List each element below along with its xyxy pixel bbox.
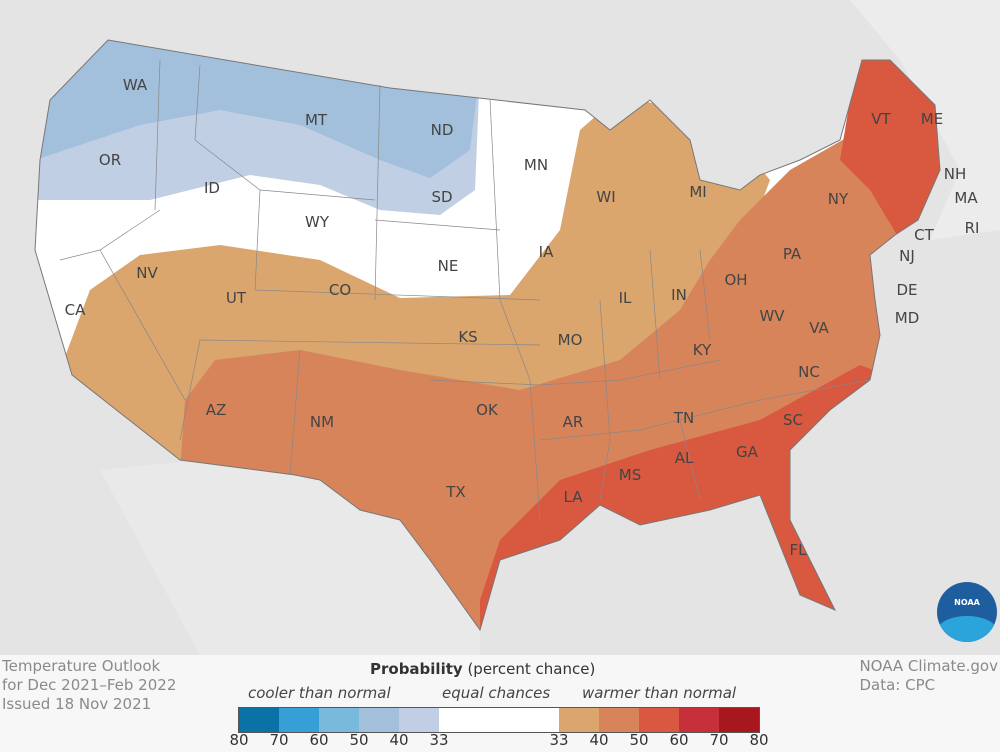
legend-tick: 80 bbox=[229, 731, 249, 749]
state-label: DE bbox=[896, 281, 918, 299]
outlook-map bbox=[0, 0, 1000, 655]
legend-tick: 70 bbox=[269, 731, 289, 749]
state-label: SC bbox=[783, 411, 803, 429]
legend-tick: 60 bbox=[669, 731, 689, 749]
legend-tick: 40 bbox=[589, 731, 609, 749]
state-label: OH bbox=[724, 271, 748, 289]
state-label: SD bbox=[431, 188, 453, 206]
state-label: NY bbox=[827, 190, 849, 208]
state-label: NJ bbox=[899, 247, 915, 265]
legend-tick: 60 bbox=[309, 731, 329, 749]
state-label: LA bbox=[563, 488, 583, 506]
state-label: MO bbox=[557, 331, 583, 349]
legend-swatch bbox=[279, 708, 319, 732]
legend-swatch bbox=[239, 708, 279, 732]
state-label: MS bbox=[618, 466, 642, 484]
state-label: IA bbox=[538, 243, 554, 261]
state-label: NH bbox=[943, 165, 967, 183]
state-label: AZ bbox=[205, 401, 227, 419]
legend-swatch bbox=[319, 708, 359, 732]
state-label: KS bbox=[458, 328, 478, 346]
state-label: CT bbox=[914, 226, 934, 244]
state-label: AR bbox=[562, 413, 584, 431]
legend-color-bar bbox=[238, 707, 760, 733]
state-label: UT bbox=[225, 289, 247, 307]
state-label: NE bbox=[437, 257, 459, 275]
state-label: FL bbox=[789, 541, 807, 559]
legend-tick: 80 bbox=[749, 731, 769, 749]
legend-tick: 50 bbox=[349, 731, 369, 749]
state-label: PA bbox=[782, 245, 802, 263]
state-label: MA bbox=[954, 189, 978, 207]
state-label: CO bbox=[328, 281, 352, 299]
state-label: ME bbox=[920, 110, 944, 128]
legend-swatch bbox=[399, 708, 439, 732]
legend-swatch bbox=[559, 708, 599, 732]
legend-tick: 70 bbox=[709, 731, 729, 749]
state-label: WA bbox=[122, 76, 148, 94]
state-label: KY bbox=[692, 341, 712, 359]
state-label: WV bbox=[759, 307, 785, 325]
legend-title: Probability (percent chance) bbox=[370, 660, 596, 678]
legend-warmer-label: warmer than normal bbox=[582, 684, 737, 702]
state-label: ND bbox=[430, 121, 454, 139]
legend-tick: 40 bbox=[389, 731, 409, 749]
state-label: AL bbox=[674, 449, 694, 467]
state-label: OK bbox=[476, 401, 498, 419]
state-label: MI bbox=[689, 183, 707, 201]
state-label: NC bbox=[798, 363, 820, 381]
legend-cooler-label: cooler than normal bbox=[248, 684, 391, 702]
legend-swatch bbox=[359, 708, 399, 732]
state-label: IL bbox=[618, 289, 632, 307]
noaa-logo: NOAA bbox=[937, 582, 997, 642]
credits: NOAA Climate.gov Data: CPC bbox=[859, 657, 998, 694]
state-label: ID bbox=[204, 179, 220, 197]
state-label: RI bbox=[964, 219, 980, 237]
legend-swatch bbox=[719, 708, 759, 732]
state-label: VT bbox=[871, 110, 891, 128]
map-title: Temperature Outlook for Dec 2021–Feb 202… bbox=[2, 657, 177, 713]
state-borders bbox=[59, 59, 871, 521]
legend-equal-label: equal chances bbox=[442, 684, 551, 702]
state-label: MD bbox=[894, 309, 920, 327]
legend-swatch bbox=[439, 708, 559, 732]
state-label: MT bbox=[304, 111, 328, 129]
state-label: CA bbox=[64, 301, 86, 319]
state-label: OR bbox=[98, 151, 122, 169]
state-label: WY bbox=[305, 213, 329, 231]
legend-tick: 50 bbox=[629, 731, 649, 749]
state-label: VA bbox=[809, 319, 829, 337]
state-label: GA bbox=[736, 443, 758, 461]
state-label: TN bbox=[673, 409, 695, 427]
state-label: NV bbox=[136, 264, 158, 282]
state-label: TX bbox=[446, 483, 466, 501]
legend-tick: 33 bbox=[429, 731, 449, 749]
state-label: NM bbox=[309, 413, 335, 431]
legend-swatch bbox=[679, 708, 719, 732]
state-label: IN bbox=[671, 286, 687, 304]
legend-swatch bbox=[639, 708, 679, 732]
state-label: MN bbox=[523, 156, 549, 174]
legend-tick: 33 bbox=[549, 731, 569, 749]
state-label: WI bbox=[596, 188, 616, 206]
legend-swatch bbox=[599, 708, 639, 732]
